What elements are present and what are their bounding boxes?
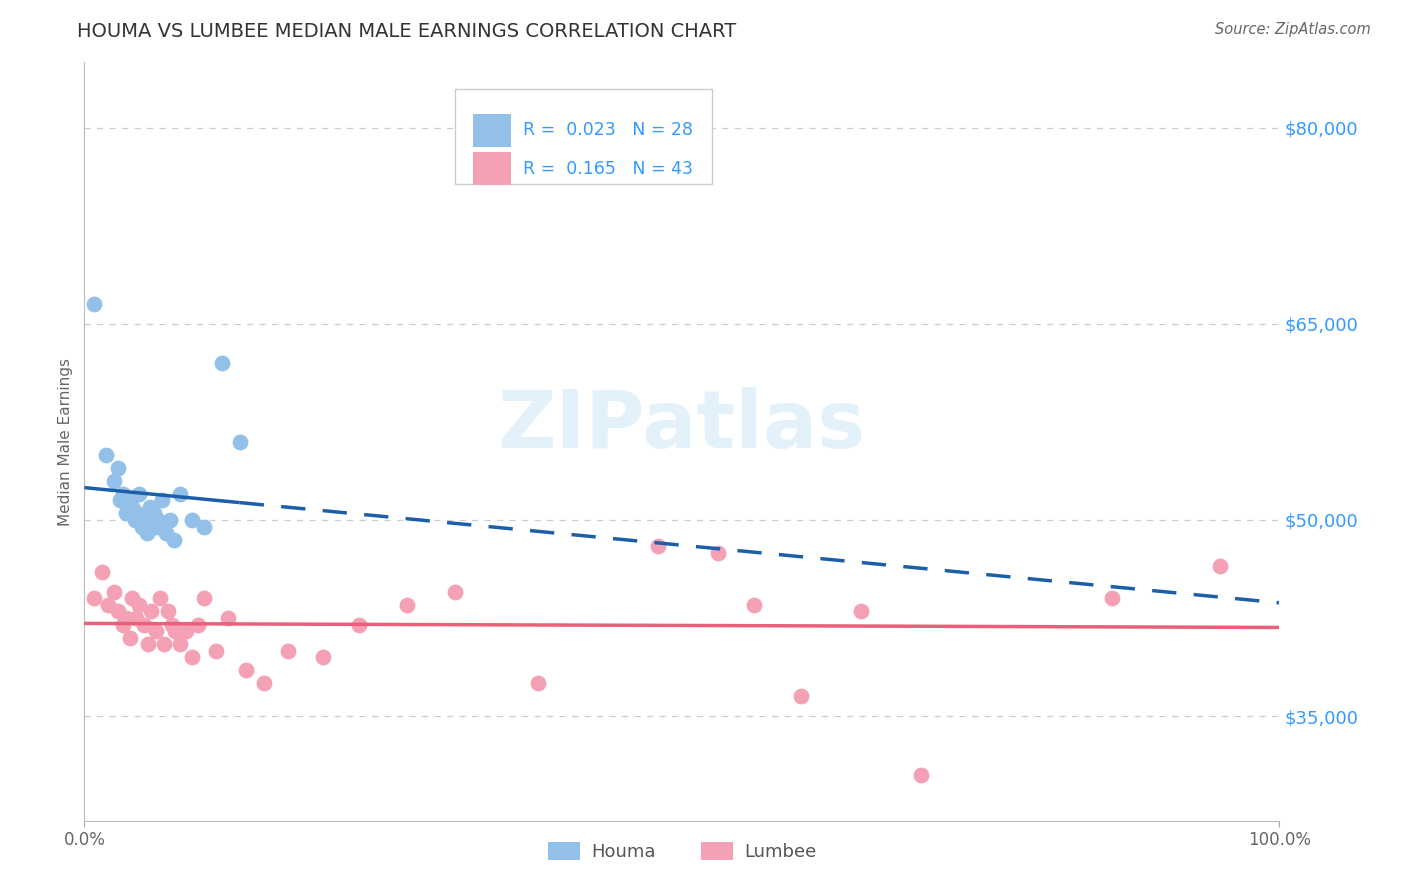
Point xyxy=(193,591,215,606)
Point xyxy=(1209,558,1232,573)
Point xyxy=(136,637,159,651)
Point xyxy=(115,507,138,521)
Point xyxy=(115,611,138,625)
Point xyxy=(145,519,167,533)
Point xyxy=(83,591,105,606)
Point xyxy=(277,643,299,657)
Point xyxy=(165,624,187,639)
Point xyxy=(396,598,419,612)
Point xyxy=(174,624,197,639)
Point xyxy=(135,526,157,541)
Point xyxy=(181,513,204,527)
Point xyxy=(107,605,129,619)
Point xyxy=(707,546,730,560)
Point xyxy=(742,598,765,612)
Text: R =  0.023   N = 28: R = 0.023 N = 28 xyxy=(523,121,693,139)
Text: HOUMA VS LUMBEE MEDIAN MALE EARNINGS CORRELATION CHART: HOUMA VS LUMBEE MEDIAN MALE EARNINGS COR… xyxy=(77,22,737,41)
Point xyxy=(527,676,550,690)
Point xyxy=(128,487,150,501)
Point xyxy=(121,500,143,514)
Point xyxy=(118,631,141,645)
Point xyxy=(235,663,257,677)
Point xyxy=(132,617,156,632)
Point xyxy=(148,513,170,527)
Text: ZIPatlas: ZIPatlas xyxy=(498,387,866,466)
Legend: Houma, Lumbee: Houma, Lumbee xyxy=(540,835,824,869)
Point xyxy=(312,650,335,665)
Point xyxy=(111,617,134,632)
Text: R =  0.165   N = 43: R = 0.165 N = 43 xyxy=(523,160,693,178)
Point xyxy=(790,690,813,704)
Point xyxy=(910,768,932,782)
Point xyxy=(131,519,153,533)
Point xyxy=(132,513,156,527)
Point xyxy=(1101,591,1123,606)
Point xyxy=(125,507,148,521)
Point xyxy=(124,513,146,527)
Point xyxy=(181,650,204,665)
Point xyxy=(128,598,150,612)
Point xyxy=(169,637,191,651)
Point xyxy=(91,566,114,580)
FancyBboxPatch shape xyxy=(472,152,510,186)
Point xyxy=(211,356,233,370)
Point xyxy=(157,605,180,619)
Point xyxy=(155,526,177,541)
Text: Source: ZipAtlas.com: Source: ZipAtlas.com xyxy=(1215,22,1371,37)
Point xyxy=(163,533,186,547)
FancyBboxPatch shape xyxy=(456,89,711,184)
Point xyxy=(187,617,209,632)
Point xyxy=(349,617,371,632)
Point xyxy=(647,539,669,553)
Point xyxy=(103,474,125,488)
Y-axis label: Median Male Earnings: Median Male Earnings xyxy=(58,358,73,525)
Point xyxy=(851,605,873,619)
Point xyxy=(217,611,239,625)
Point xyxy=(253,676,276,690)
Point xyxy=(142,507,165,521)
Point xyxy=(94,448,117,462)
Point xyxy=(139,500,162,514)
Point xyxy=(111,487,134,501)
Point xyxy=(205,643,228,657)
Point xyxy=(97,598,120,612)
Point xyxy=(121,591,143,606)
Point xyxy=(110,493,132,508)
Point xyxy=(118,493,141,508)
Point xyxy=(145,624,167,639)
Point xyxy=(444,585,467,599)
Point xyxy=(153,637,176,651)
Point xyxy=(160,617,183,632)
Point xyxy=(83,297,105,311)
Point xyxy=(229,434,252,449)
Point xyxy=(141,605,163,619)
Point xyxy=(103,585,125,599)
Point xyxy=(125,611,148,625)
Point xyxy=(150,493,173,508)
Point xyxy=(149,591,172,606)
Point xyxy=(107,460,129,475)
Point xyxy=(159,513,181,527)
FancyBboxPatch shape xyxy=(472,113,510,147)
Point xyxy=(193,519,215,533)
Point xyxy=(169,487,191,501)
